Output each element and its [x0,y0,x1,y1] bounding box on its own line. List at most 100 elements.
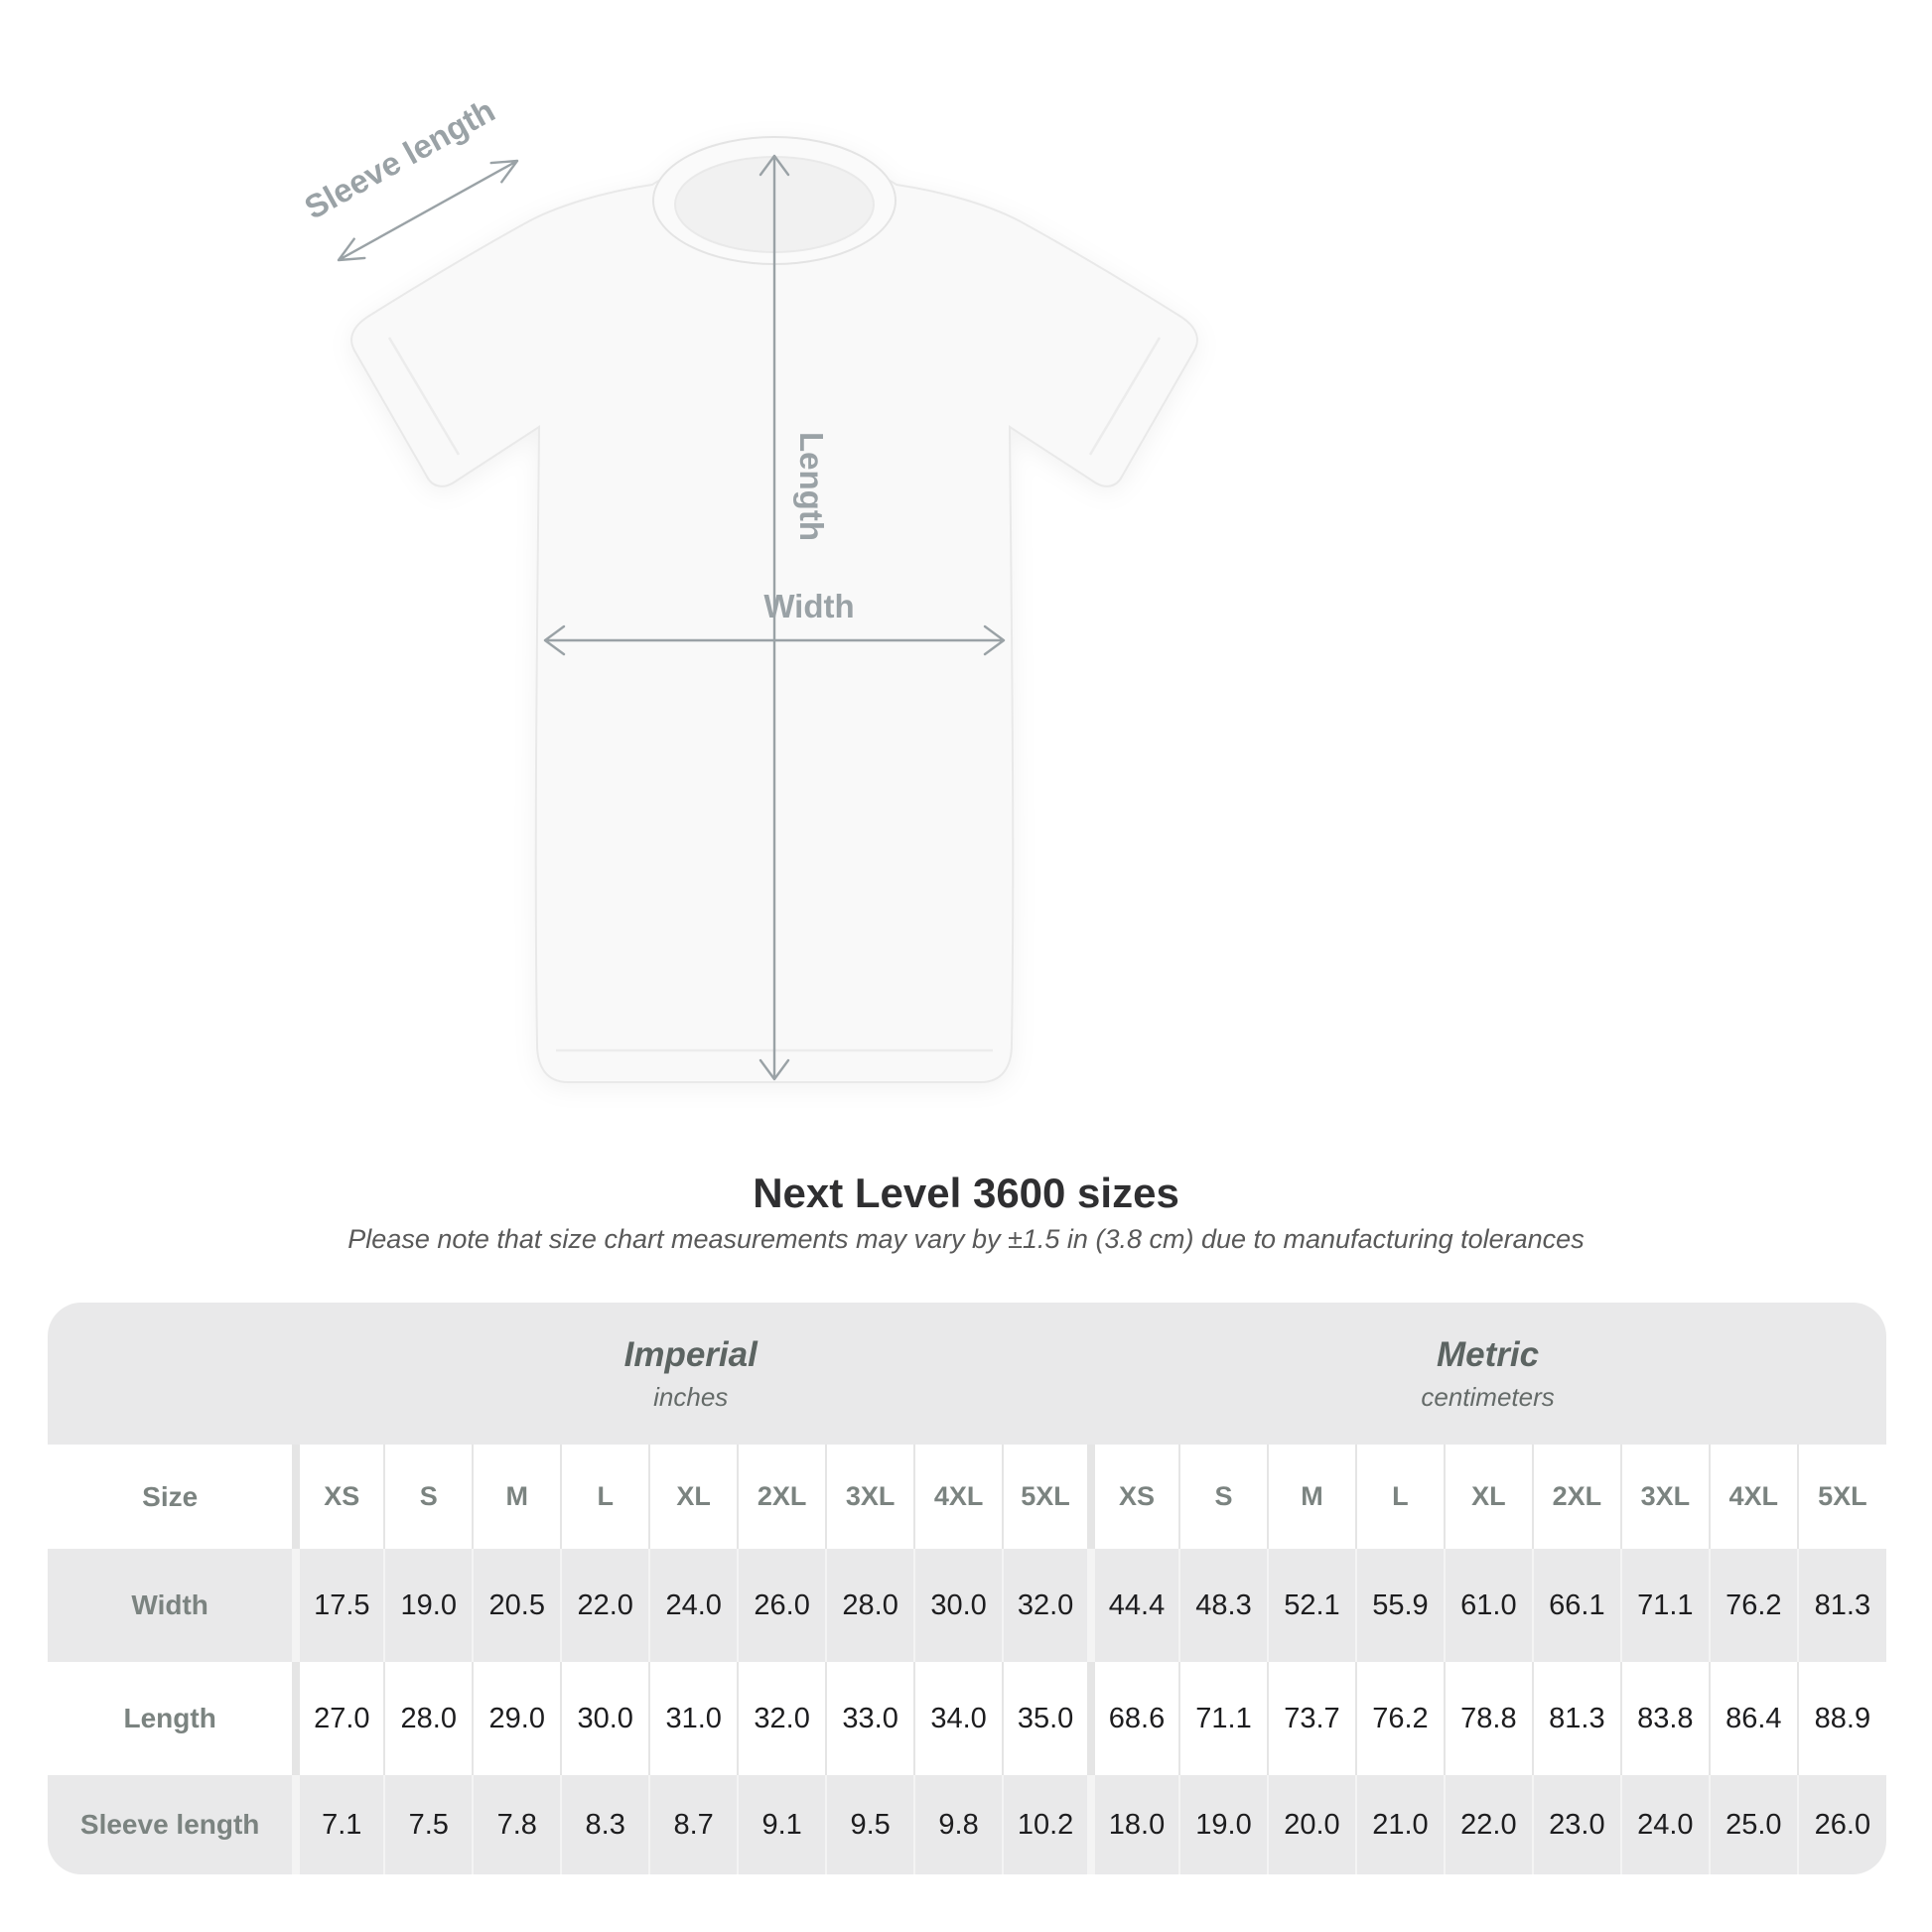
size-header-metric-4xl: 4XL [1708,1445,1798,1549]
cell-length-metric-l: 76.2 [1354,1662,1445,1775]
size-column-header: Size [142,1480,199,1512]
cell-length-metric-xl: 78.8 [1443,1662,1533,1775]
table-row-length: Length 27.0 28.0 29.0 30.0 31.0 32.0 33.0 34.0 35… [48,1662,1886,1775]
cell-length-imperial-5xl: 35.0 [1002,1662,1092,1775]
cell-sleeve-length-metric-4xl: 25.0 [1708,1775,1798,1874]
size-table-body: Width 17.5 19.0 20.5 22.0 24.0 26.0 28.0 30.0 32.… [48,1549,1886,1874]
cell-sleeve-length-imperial-2xl: 9.1 [737,1775,827,1874]
cell-sleeve-length-metric-l: 21.0 [1354,1775,1445,1874]
size-header-imperial-m: M [472,1445,562,1549]
tolerance-note: Please note that size chart measurements… [347,1224,1585,1254]
cell-sleeve-length-imperial-xl: 8.7 [648,1775,739,1874]
metric-unit-header: Metric centimeters [1089,1303,1886,1445]
cell-length-metric-3xl: 83.8 [1619,1662,1710,1775]
cell-width-metric-s: 48.3 [1178,1549,1268,1662]
cell-sleeve-length-imperial-5xl: 10.2 [1002,1775,1092,1874]
row-label-cell: Sleeve length [79,1809,260,1840]
cell-length-imperial-m: 29.0 [472,1662,562,1775]
cell-sleeve-length-metric-xs: 18.0 [1087,1775,1179,1874]
cell-length-imperial-xs: 27.0 [292,1662,385,1775]
cell-sleeve-length-imperial-s: 7.5 [383,1775,474,1874]
size-header-metric-3xl: 3XL [1619,1445,1710,1549]
metric-unit-label: centimeters [1421,1381,1555,1412]
cell-width-imperial-xl: 24.0 [648,1549,739,1662]
row-label-cell: Width [131,1589,208,1620]
size-header-metric-5xl: 5XL [1796,1445,1886,1549]
size-header-metric-m: M [1266,1445,1356,1549]
cell-width-metric-l: 55.9 [1354,1549,1445,1662]
cell-sleeve-length-metric-3xl: 24.0 [1619,1775,1710,1874]
size-header-metric-l: L [1354,1445,1445,1549]
cell-width-imperial-2xl: 26.0 [737,1549,827,1662]
cell-length-metric-xs: 68.6 [1087,1662,1179,1775]
cell-length-metric-4xl: 86.4 [1708,1662,1798,1775]
cell-sleeve-length-imperial-3xl: 9.5 [825,1775,915,1874]
size-header-imperial-3xl: 3XL [825,1445,915,1549]
cell-sleeve-length-imperial-xs: 7.1 [292,1775,385,1874]
cell-sleeve-length-metric-m: 20.0 [1266,1775,1356,1874]
cell-length-metric-2xl: 81.3 [1531,1662,1621,1775]
cell-width-metric-2xl: 66.1 [1531,1549,1621,1662]
size-header-row: Size XS S M L XL 2XL 3XL 4XL 5XL XS S M L XL 2XL 3XL 4XL 5… [48,1445,1886,1549]
tshirt-measurement-diagram: Sleeve length Length Width [298,91,1198,1083]
row-label-cell: Length [123,1703,216,1733]
cell-width-imperial-3xl: 28.0 [825,1549,915,1662]
cell-sleeve-length-metric-xl: 22.0 [1443,1775,1533,1874]
cell-width-metric-xs: 44.4 [1087,1549,1179,1662]
cell-width-metric-xl: 61.0 [1443,1549,1533,1662]
cell-length-metric-m: 73.7 [1266,1662,1356,1775]
cell-sleeve-length-imperial-l: 8.3 [560,1775,650,1874]
size-header-imperial-5xl: 5XL [1002,1445,1092,1549]
imperial-label: Imperial [623,1334,758,1374]
length-dimension-label: Length [793,432,830,541]
imperial-unit-header: Imperial inches [292,1303,1089,1445]
cell-width-metric-4xl: 76.2 [1708,1549,1798,1662]
size-header-imperial-xl: XL [648,1445,739,1549]
imperial-unit-label: inches [653,1381,729,1412]
size-header-metric-xs: XS [1087,1445,1179,1549]
size-header-imperial-xs: XS [292,1445,385,1549]
sleeve-length-dimension-label: Sleeve length [298,91,500,226]
cell-width-imperial-5xl: 32.0 [1002,1549,1092,1662]
cell-length-imperial-l: 30.0 [560,1662,650,1775]
size-table: Size XS S M L XL 2XL 3XL 4XL 5XL XS S M L XL 2XL 3XL 4XL 5… [48,1445,1886,1874]
size-header-imperial-4xl: 4XL [913,1445,1004,1549]
cell-length-imperial-3xl: 33.0 [825,1662,915,1775]
sleeve-length-arrow [337,159,519,262]
cell-width-imperial-xs: 17.5 [292,1549,385,1662]
right-sleeve-stitch-line [1088,337,1162,456]
page-title: Next Level 3600 sizes [753,1170,1179,1216]
cell-sleeve-length-metric-5xl: 26.0 [1796,1775,1886,1874]
cell-sleeve-length-metric-s: 19.0 [1178,1775,1268,1874]
cell-sleeve-length-imperial-4xl: 9.8 [913,1775,1004,1874]
cell-width-metric-3xl: 71.1 [1619,1549,1710,1662]
cell-width-imperial-s: 19.0 [383,1549,474,1662]
table-row-sleeve-length: Sleeve length 7.1 7.5 7.8 8.3 8.7 9.1 9.5 9.8 10.… [48,1775,1886,1874]
cell-sleeve-length-metric-2xl: 23.0 [1531,1775,1621,1874]
cell-width-metric-5xl: 81.3 [1796,1549,1886,1662]
cell-width-imperial-m: 20.5 [472,1549,562,1662]
unit-header-band: Imperial inches Metric centimeters [48,1303,1886,1445]
cell-length-imperial-2xl: 32.0 [737,1662,827,1775]
size-header-imperial-s: S [383,1445,474,1549]
cell-length-imperial-xl: 31.0 [648,1662,739,1775]
table-row-width: Width 17.5 19.0 20.5 22.0 24.0 26.0 28.0 30.0 32.… [48,1549,1886,1662]
cell-length-imperial-s: 28.0 [383,1662,474,1775]
size-header-metric-xl: XL [1443,1445,1533,1549]
cell-length-metric-5xl: 88.9 [1796,1662,1886,1775]
width-dimension-label: Width [763,588,854,624]
cell-length-metric-s: 71.1 [1178,1662,1268,1775]
cell-length-imperial-4xl: 34.0 [913,1662,1004,1775]
size-header-imperial-2xl: 2XL [737,1445,827,1549]
size-chart-container: Imperial inches Metric centimeters Size X… [48,1303,1886,1874]
width-arrow [543,624,1006,656]
length-arrow [759,154,790,1081]
cell-width-imperial-4xl: 30.0 [913,1549,1004,1662]
cell-sleeve-length-imperial-m: 7.8 [472,1775,562,1874]
cell-width-metric-m: 52.1 [1266,1549,1356,1662]
cell-width-imperial-l: 22.0 [560,1549,650,1662]
size-header-metric-s: S [1178,1445,1268,1549]
size-header-imperial-l: L [560,1445,650,1549]
left-sleeve-stitch-line [387,337,461,456]
